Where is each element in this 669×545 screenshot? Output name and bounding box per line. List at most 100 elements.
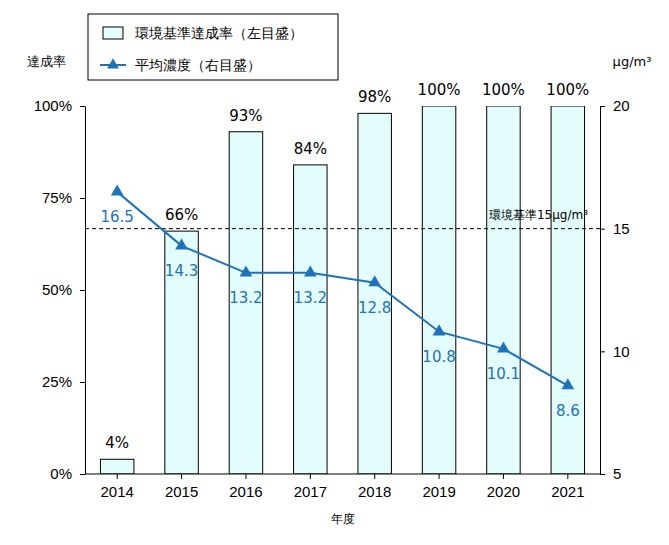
tick: 50% <box>42 281 85 298</box>
line-label: 16.5 <box>100 208 133 226</box>
tick-mark <box>600 351 605 352</box>
tick-label: 10 <box>613 343 630 360</box>
plot-marks <box>85 106 600 474</box>
tick-label: 20 <box>613 97 630 114</box>
line-marker <box>497 342 510 353</box>
bar-label: 93% <box>229 107 262 125</box>
tick-label: 2016 <box>229 483 262 500</box>
line-label: 10.8 <box>422 348 455 366</box>
bar <box>100 459 133 474</box>
tick-mark <box>80 106 85 107</box>
bar-label: 98% <box>358 88 391 106</box>
bar <box>551 106 584 474</box>
bar <box>422 106 455 474</box>
tick-label: 75% <box>42 189 72 206</box>
tick-label: 5 <box>613 465 621 482</box>
tick-label: 15 <box>613 220 630 237</box>
y-axis: 0% 25% 50% 75% 100% <box>34 97 86 482</box>
tick-mark <box>439 474 440 479</box>
chart: 4%66%93%84%98%100%100%100%環境基準15μg/m³16.… <box>0 0 669 545</box>
legend-swatch <box>103 27 123 39</box>
tick: 2020 <box>487 474 520 500</box>
tick-mark <box>181 474 182 479</box>
legend: 環境基準達成率（左目盛） 平均濃度（右目盛） <box>88 14 338 80</box>
tick: 15 <box>600 220 630 237</box>
tick-mark <box>80 198 85 199</box>
legend-box <box>88 14 338 80</box>
tick: 20 <box>600 97 630 114</box>
tick: 0% <box>50 465 85 482</box>
tick-mark <box>80 474 85 475</box>
tick-mark <box>245 474 246 479</box>
bar <box>487 106 520 474</box>
line-marker <box>111 185 124 196</box>
tick: 100% <box>34 97 85 114</box>
line-label: 8.6 <box>556 402 580 420</box>
tick: 75% <box>42 189 85 206</box>
line-label: 12.8 <box>358 299 391 317</box>
y2-axis: 5 10 15 20 <box>600 97 630 482</box>
tick-label: 50% <box>42 281 72 298</box>
tick: 25% <box>42 373 85 390</box>
legend-marker <box>107 58 119 68</box>
legend-label: 平均濃度（右目盛） <box>135 57 261 73</box>
tick: 2015 <box>165 474 198 500</box>
bar-label: 100% <box>546 81 589 99</box>
line-label: 13.2 <box>229 289 262 307</box>
tick-label: 2014 <box>101 483 134 500</box>
tick: 2017 <box>294 474 327 500</box>
tick-label: 2018 <box>358 483 391 500</box>
axis-line <box>85 474 600 475</box>
bar-label: 84% <box>294 140 327 158</box>
tick-label: 2020 <box>487 483 520 500</box>
bar-label: 100% <box>482 81 525 99</box>
tick: 5 <box>600 465 621 482</box>
bar <box>165 231 198 474</box>
line-marker <box>368 275 381 286</box>
tick-label: 2021 <box>551 483 584 500</box>
tick-label: 2017 <box>294 483 327 500</box>
line-marker <box>175 238 188 249</box>
line-label: 10.1 <box>487 365 520 383</box>
bar <box>358 113 391 474</box>
x-axis: 2014 2015 2016 2017 2018 2019 2020 2021 <box>85 474 600 500</box>
tick-mark <box>310 474 311 479</box>
tick: 2016 <box>229 474 262 500</box>
bar-label: 66% <box>165 206 198 224</box>
line-marker <box>240 265 253 276</box>
plot-texts: 4% 66% 93% 84% 98% 100% 100% 100% 環境基準15μg/m³ 16.… <box>100 81 589 452</box>
tick-mark <box>600 229 605 230</box>
tick-label: 2015 <box>165 483 198 500</box>
tick-label: 2019 <box>422 483 455 500</box>
line-marker <box>561 378 574 389</box>
x-axis-title: 年度 <box>331 512 355 526</box>
bar-label: 4% <box>105 434 129 452</box>
bar <box>229 132 262 474</box>
tick: 2014 <box>101 474 134 500</box>
tick-label: 25% <box>42 373 72 390</box>
tick-mark <box>600 474 605 475</box>
axis-line <box>85 107 86 475</box>
line-marker <box>304 265 317 276</box>
bar <box>294 165 327 474</box>
line-marker <box>433 324 446 335</box>
line-label: 13.2 <box>294 289 327 307</box>
tick-mark <box>80 382 85 383</box>
tick-mark <box>600 106 605 107</box>
tick-label: 100% <box>34 97 72 114</box>
tick-mark <box>80 290 85 291</box>
y-axis-title: 達成率 <box>27 54 66 69</box>
tick-label: 0% <box>50 465 72 482</box>
tick-mark <box>374 474 375 479</box>
tick-mark <box>117 474 118 479</box>
line-label: 14.3 <box>165 262 198 280</box>
tick: 2018 <box>358 474 391 500</box>
tick: 10 <box>600 343 630 360</box>
axis-line <box>600 107 601 475</box>
legend-label: 環境基準達成率（左目盛） <box>135 25 303 41</box>
tick-mark <box>503 474 504 479</box>
reference-label: 環境基準15μg/m³ <box>489 208 588 222</box>
y2-axis-title: μg/m³ <box>613 54 652 69</box>
tick: 2021 <box>551 474 584 500</box>
bar-label: 100% <box>418 81 461 99</box>
